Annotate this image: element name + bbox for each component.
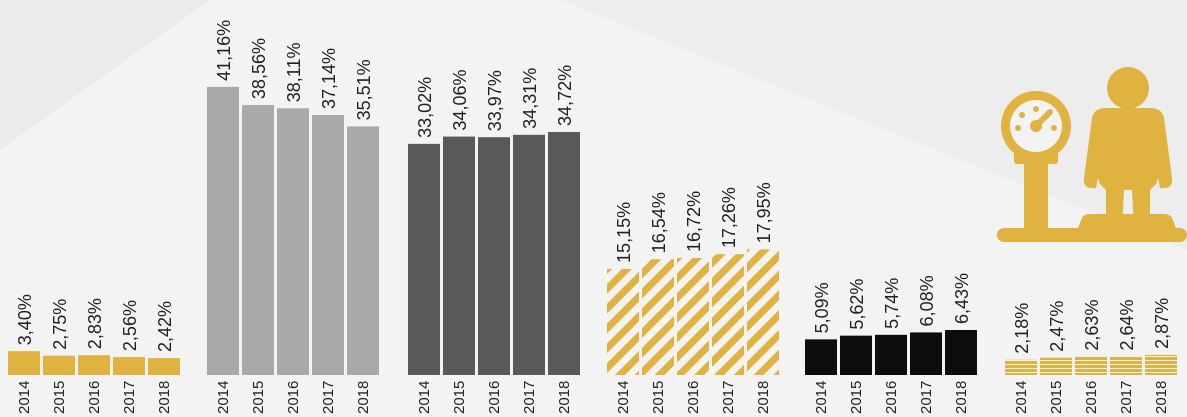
year-tick-label: 2017 — [918, 381, 935, 414]
person-on-scale-icon — [997, 67, 1187, 242]
year-tick-label: 2018 — [755, 381, 772, 414]
bar-2017 — [312, 115, 344, 376]
value-label: 2,42% — [155, 301, 175, 352]
value-label: 35,51% — [354, 59, 374, 120]
bar-group-1: 3,40% 2014 2,75% 2015 2,83% 2016 2,56% 2017 2,42… — [8, 294, 180, 414]
bar-2016 — [277, 108, 309, 375]
value-label: 17,95% — [754, 182, 774, 243]
bar-2015 — [443, 136, 475, 375]
year-tick-label: 2018 — [556, 381, 573, 414]
year-tick-label: 2017 — [720, 381, 737, 414]
year-tick-label: 2018 — [355, 381, 372, 414]
value-label: 2,75% — [50, 299, 70, 350]
bar-2017 — [910, 332, 942, 375]
year-tick-label: 2014 — [615, 381, 632, 414]
year-tick-label: 2016 — [883, 381, 900, 414]
value-label: 34,06% — [450, 70, 470, 131]
bar-2018 — [148, 358, 180, 375]
value-label: 6,08% — [917, 275, 937, 326]
bar-2015 — [840, 335, 872, 375]
year-tick-label: 2015 — [51, 381, 68, 414]
value-label: 37,14% — [319, 48, 339, 109]
year-tick-label: 2016 — [486, 381, 503, 414]
bar-2014 — [8, 351, 40, 375]
value-label: 16,72% — [684, 191, 704, 252]
value-label: 34,72% — [555, 65, 575, 126]
year-tick-label: 2014 — [1013, 381, 1030, 414]
bar-2018 — [548, 131, 580, 375]
bar-group-2: 41,16% 2014 38,56% 2015 38,11% 2016 37,14% 2017… — [207, 20, 379, 414]
bar-2017 — [712, 254, 744, 375]
value-label: 2,47% — [1047, 301, 1067, 352]
value-label: 17,26% — [719, 187, 739, 248]
year-tick-label: 2016 — [285, 381, 302, 414]
bar-group-6: 2,18% 2014 2,47% 2015 2,63% 2016 2,64% 2017 2,87… — [1005, 298, 1177, 414]
year-tick-label: 2016 — [1083, 381, 1100, 414]
value-label: 38,56% — [249, 38, 269, 99]
bar-2018 — [1145, 354, 1177, 375]
year-tick-label: 2017 — [121, 381, 138, 414]
year-tick-label: 2014 — [813, 381, 830, 414]
bar-2018 — [347, 126, 379, 376]
year-tick-label: 2018 — [1153, 381, 1170, 414]
value-label: 2,18% — [1012, 303, 1032, 354]
bar-group-4: 15,15% 2014 16,54% 2015 16,72% 2016 17,26% 2017… — [607, 182, 779, 414]
value-label: 2,63% — [1082, 300, 1102, 351]
value-label: 15,15% — [614, 202, 634, 263]
value-label: 5,09% — [812, 282, 832, 333]
value-label: 2,87% — [1152, 298, 1172, 349]
year-tick-label: 2015 — [1048, 381, 1065, 414]
year-tick-label: 2018 — [953, 381, 970, 414]
bar-2014 — [805, 339, 837, 375]
bar-2016 — [478, 137, 510, 375]
year-tick-label: 2015 — [848, 381, 865, 414]
bar-2014 — [1005, 359, 1037, 375]
value-label: 38,11% — [284, 43, 304, 103]
year-tick-label: 2015 — [250, 381, 267, 414]
bar-2017 — [1110, 356, 1142, 375]
value-label: 2,64% — [1117, 299, 1137, 350]
bar-2014 — [207, 86, 239, 375]
bar-2016 — [875, 334, 907, 375]
year-tick-label: 2017 — [521, 381, 538, 414]
year-tick-label: 2015 — [650, 381, 667, 414]
year-tick-label: 2014 — [215, 381, 232, 414]
value-label: 6,43% — [952, 273, 972, 324]
bar-2016 — [78, 355, 110, 375]
year-tick-label: 2017 — [320, 381, 337, 414]
value-label: 41,16% — [214, 20, 234, 81]
bar-2017 — [513, 134, 545, 375]
value-label: 34,31% — [520, 68, 540, 129]
bar-group-5: 5,09% 2014 5,62% 2015 5,74% 2016 6,08% 2017 6,43… — [805, 273, 977, 414]
year-tick-label: 2015 — [451, 381, 468, 414]
bar-2014 — [408, 143, 440, 375]
bar-2018 — [747, 249, 779, 375]
value-label: 2,83% — [85, 298, 105, 349]
value-label: 3,40% — [15, 294, 35, 345]
value-label: 16,54% — [649, 192, 669, 253]
value-label: 5,62% — [847, 279, 867, 330]
bar-2015 — [242, 105, 274, 375]
bar-2014 — [607, 268, 639, 375]
value-label: 33,02% — [415, 77, 435, 138]
year-tick-label: 2016 — [685, 381, 702, 414]
bar-2018 — [945, 329, 977, 375]
bar-2015 — [642, 259, 674, 375]
bar-2015 — [43, 355, 75, 375]
bar-2015 — [1040, 357, 1072, 375]
value-label: 5,74% — [882, 278, 902, 329]
bar-group-3: 33,02% 2014 34,06% 2015 33,97% 2016 34,31% 2017… — [408, 65, 580, 414]
year-tick-label: 2014 — [416, 381, 433, 414]
value-label: 33,97% — [485, 70, 505, 131]
year-tick-label: 2017 — [1118, 381, 1135, 414]
bar-2017 — [113, 357, 145, 375]
year-tick-label: 2016 — [86, 381, 103, 414]
value-label: 2,56% — [120, 300, 140, 351]
bar-2016 — [1075, 356, 1107, 375]
year-tick-label: 2014 — [16, 381, 33, 414]
year-tick-label: 2018 — [156, 381, 173, 414]
bar-2016 — [677, 257, 709, 375]
